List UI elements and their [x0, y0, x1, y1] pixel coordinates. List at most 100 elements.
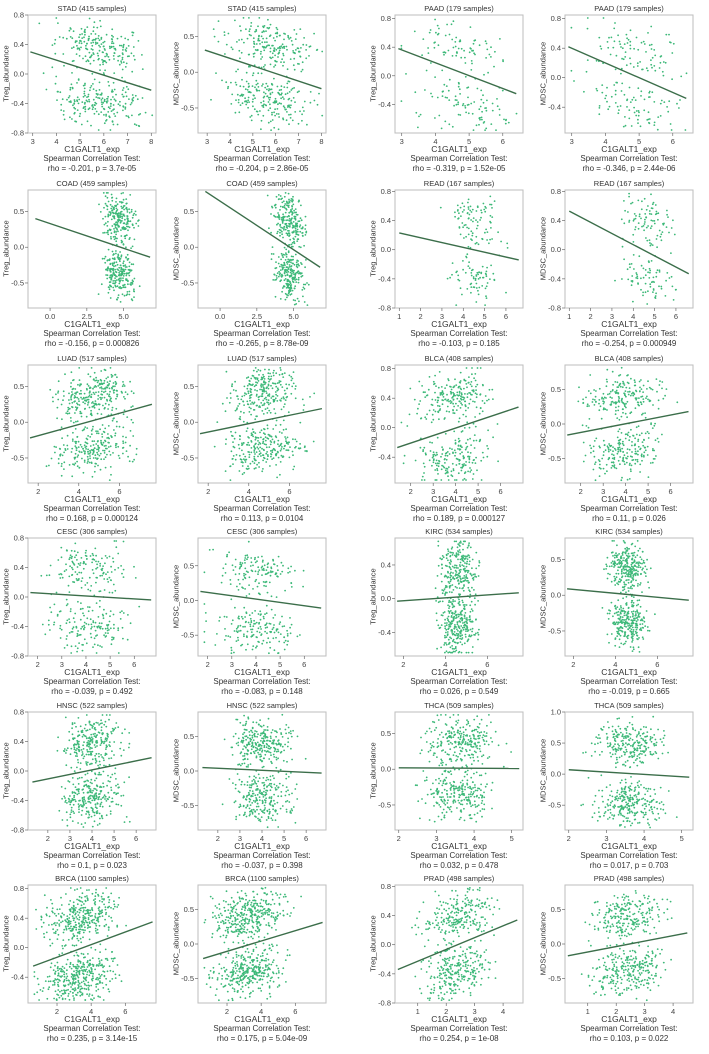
scatter-plot-area: -0.4 0.0 0.4 0.8 2 3 4 5 6	[378, 364, 524, 496]
regression-line	[200, 590, 322, 609]
y-tick-label: 0.4	[14, 563, 24, 572]
correlation-stat: rho = 0.168, p = 0.000124	[45, 514, 139, 523]
plot-title: PAAD (179 samples)	[424, 4, 494, 13]
y-axis-label: MDSC_abundance	[171, 216, 181, 281]
plot-title: BLCA (408 samples)	[594, 354, 664, 363]
correlation-stat: rho = -0.204, p = 2.86e-05	[215, 164, 309, 173]
plot-frame	[197, 364, 327, 484]
x-tick-label: 6	[655, 660, 659, 669]
regression-line	[568, 210, 690, 275]
x-tick-label: 2	[579, 487, 583, 496]
y-tick-label: -0.5	[181, 631, 194, 640]
x-tick-label: 3	[610, 312, 614, 321]
x-axis-label: C1GALT1_exp	[431, 1014, 487, 1024]
data-points	[33, 887, 127, 1001]
x-tick-label: 3	[643, 1007, 647, 1016]
correlation-stat: rho = 0.026, p = 0.549	[419, 687, 499, 696]
y-tick-label: 0.0	[184, 596, 194, 605]
correlation-stat: rho = 0.103, p = 0.022	[589, 1034, 669, 1043]
scatter-plot-area: -0.5 0.0 0.5 0.0 2.5 5.0	[181, 189, 327, 321]
y-tick-label: -0.5	[548, 801, 561, 810]
y-tick-label: -0.5	[181, 801, 194, 810]
scatter-plot-area: -0.5 0.0 0.5 2 4 6	[11, 364, 157, 496]
stat-test-label: Spearman Correlation Test:	[43, 329, 141, 338]
data-points	[210, 17, 324, 131]
y-tick-label: -0.5	[11, 278, 24, 287]
stat-test-label: Spearman Correlation Test:	[580, 504, 678, 513]
x-tick-label: 2	[419, 312, 423, 321]
plot-title: HNSC (522 samples)	[56, 701, 128, 710]
x-tick-label: 2	[36, 487, 40, 496]
x-axis-label: C1GALT1_exp	[431, 667, 487, 677]
data-points	[400, 18, 518, 131]
x-tick-label: 4	[454, 487, 458, 496]
x-tick-label: 3	[60, 660, 64, 669]
x-tick-label: 2	[397, 834, 401, 843]
scatter-plot-area: -0.5 0.0 0.5 1 2 3 4	[548, 884, 694, 1016]
regression-line	[398, 47, 517, 95]
x-tick-label: 6	[501, 137, 505, 146]
correlation-stat: rho = 0.11, p = 0.026	[592, 514, 666, 523]
x-tick-label: 4	[472, 834, 476, 843]
regression-line	[32, 921, 153, 967]
x-tick-label: 3	[68, 834, 72, 843]
x-tick-label: 5	[476, 487, 480, 496]
scatter-plot-area: -0.5 0.0 0.5 2 4 6	[548, 537, 694, 669]
y-tick-label: -0.4	[548, 103, 561, 112]
y-tick-label: -0.4	[378, 453, 391, 462]
plot-title: BRCA (1100 samples)	[225, 874, 299, 883]
x-tick-label: 6	[134, 834, 138, 843]
scatter-plot-area: -0.5 0.0 0.5 2 4 6	[181, 884, 327, 1016]
plot-title: COAD (459 samples)	[226, 179, 298, 188]
stat-test-label: Spearman Correlation Test:	[580, 154, 678, 163]
regression-line	[398, 767, 520, 770]
scatter-plot-area: -0.5 0.0 0.5 2 3 4 5 6	[548, 364, 694, 496]
x-tick-label: 3	[431, 487, 435, 496]
y-tick-label: -0.5	[548, 626, 561, 635]
x-axis-label: C1GALT1_exp	[64, 494, 120, 504]
y-tick-label: -0.8	[378, 999, 391, 1008]
regression-line	[397, 406, 519, 449]
x-tick-label: 5	[653, 312, 657, 321]
x-tick-label: 8	[149, 137, 153, 146]
x-tick-label: 5	[108, 660, 112, 669]
data-points	[570, 17, 688, 131]
x-tick-label: 4	[84, 660, 88, 669]
x-tick-label: 5	[646, 487, 650, 496]
plot-frame	[27, 364, 157, 484]
y-tick-label: 0.0	[14, 418, 24, 427]
y-tick-label: 0.5	[14, 382, 24, 391]
x-tick-label: 4	[642, 834, 646, 843]
scatter-plot-area: -0.8 -0.4 0.0 0.4 0.8 1 2 3 4	[378, 882, 524, 1016]
x-tick-label: 6	[287, 487, 291, 496]
plot-title: CESC (306 samples)	[56, 527, 128, 536]
plot-frame	[27, 884, 157, 1004]
data-points	[266, 192, 310, 306]
y-tick-label: 0.8	[381, 882, 391, 891]
scatter-plot-area: -0.5 0.0 0.5 3 4 5 6 7 8	[181, 14, 327, 146]
correlation-stat: rho = -0.254, p = 0.000949	[581, 339, 677, 348]
x-tick-label: 2	[225, 1007, 229, 1016]
x-tick-label: 3	[473, 1007, 477, 1016]
x-tick-label: 6	[102, 137, 106, 146]
x-axis-label: C1GALT1_exp	[601, 1014, 657, 1024]
y-tick-label: 0.4	[14, 737, 24, 746]
y-tick-label: 1.0	[551, 708, 561, 717]
x-tick-label: 3	[440, 312, 444, 321]
x-tick-label: 5	[282, 834, 286, 843]
data-points	[213, 367, 316, 481]
x-axis-label: C1GALT1_exp	[601, 841, 657, 851]
regression-line	[29, 403, 153, 439]
y-tick-label: -0.4	[11, 973, 24, 982]
scatter-plot-area: -0.5 0.0 0.5 1.0 2 3 4 5	[548, 708, 694, 843]
y-tick-label: 0.8	[551, 187, 561, 196]
scatter-plot-area: -0.8 -0.4 0.0 0.4 0.8 3 4 5 6 7 8	[11, 11, 157, 146]
stat-test-label: Spearman Correlation Test:	[410, 329, 508, 338]
plot-frame	[197, 14, 327, 134]
plot-frame	[564, 537, 694, 657]
plot-title: BRCA (1100 samples)	[55, 874, 129, 883]
plot-frame	[394, 711, 524, 831]
x-tick-label: 6	[293, 1007, 297, 1016]
plot-title: BLCA (408 samples)	[424, 354, 494, 363]
y-tick-label: -0.8	[378, 304, 391, 313]
